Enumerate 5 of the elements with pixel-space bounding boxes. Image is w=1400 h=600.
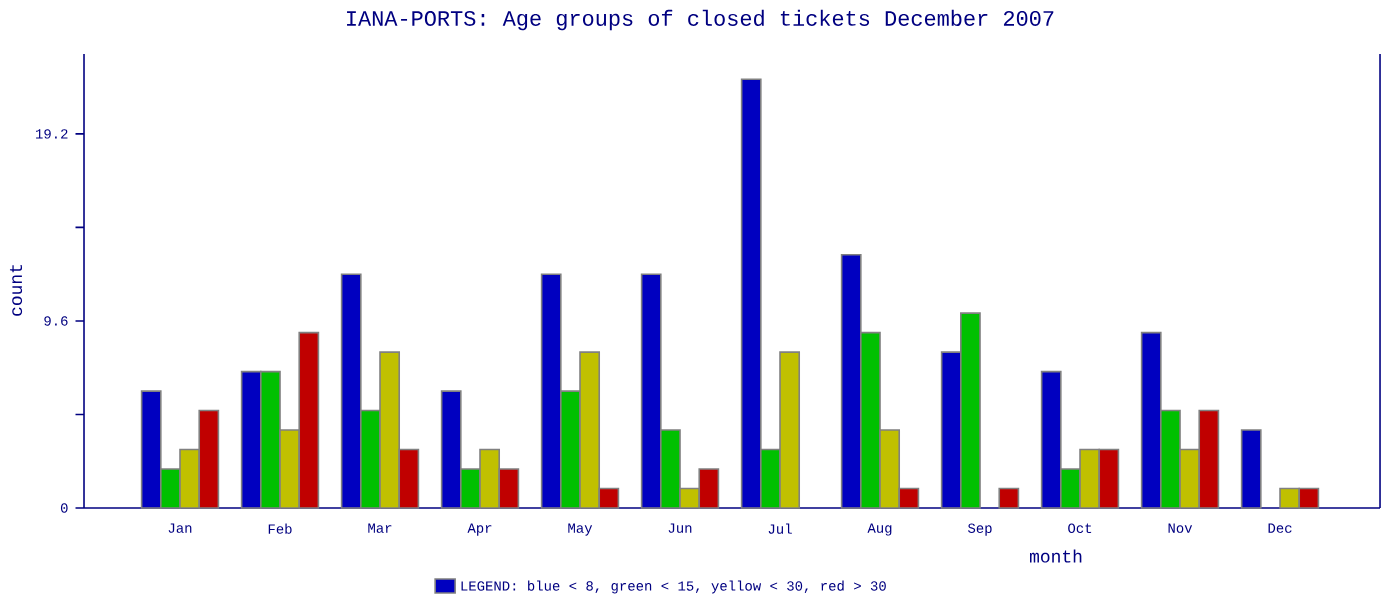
y-axis-title: count bbox=[9, 264, 23, 316]
bar bbox=[1240, 429, 1262, 509]
chart-title: IANA-PORTS: Age groups of closed tickets December 2007 bbox=[347, 9, 1054, 31]
bar bbox=[998, 487, 1020, 509]
x-axis-title: month bbox=[1029, 549, 1082, 563]
